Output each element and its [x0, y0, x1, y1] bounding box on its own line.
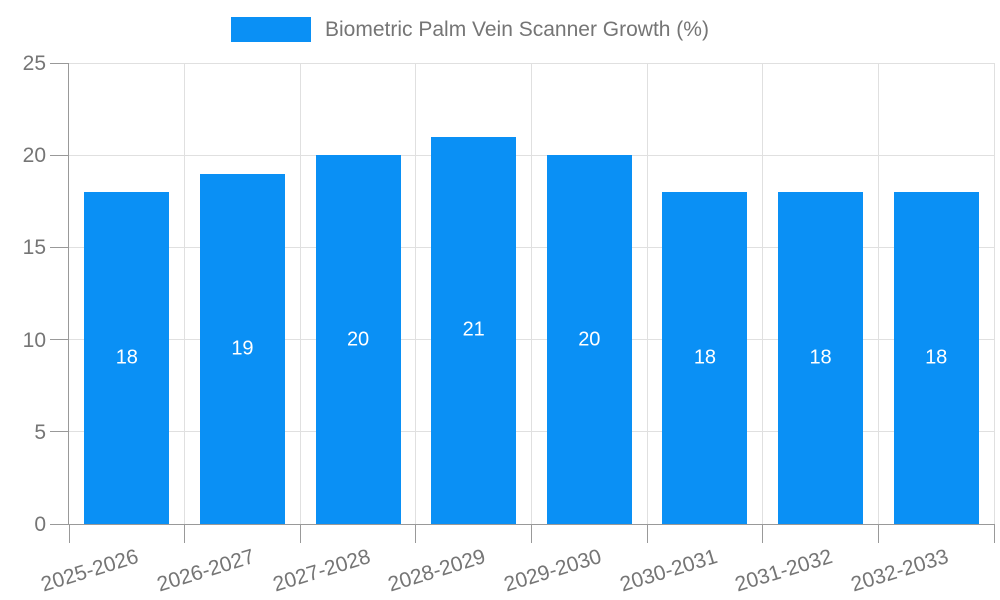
x-tick-label: 2026-2027 — [154, 545, 258, 597]
y-axis-tick — [50, 246, 69, 248]
x-axis-tick — [299, 524, 301, 543]
bar-value-label: 18 — [809, 346, 832, 369]
y-tick-label: 20 — [22, 144, 46, 168]
y-tick-label: 0 — [34, 513, 46, 536]
y-axis-line — [68, 63, 69, 525]
x-axis-tick — [415, 524, 417, 543]
y-axis-tick — [50, 523, 69, 525]
bar-value-label: 20 — [578, 328, 601, 351]
x-axis-tick — [184, 524, 186, 543]
x-axis-tick — [646, 524, 648, 543]
x-tick-label: 2028-2029 — [385, 545, 489, 597]
y-tick-label: 25 — [22, 52, 46, 75]
x-axis-tick — [877, 524, 879, 543]
bar[interactable]: 18 — [84, 192, 170, 524]
x-tick-label: 2030-2031 — [616, 545, 720, 597]
legend[interactable]: Biometric Palm Vein Scanner Growth (%) — [231, 17, 709, 42]
x-tick-label: 2031-2032 — [732, 545, 836, 597]
gridline-vertical — [993, 63, 995, 524]
x-axis-line — [68, 524, 994, 525]
y-tick-label: 5 — [34, 420, 46, 444]
bar-value-label: 19 — [231, 337, 254, 360]
legend-swatch — [231, 17, 311, 42]
x-tick-label: 2029-2030 — [501, 545, 605, 597]
legend-label: Biometric Palm Vein Scanner Growth (%) — [325, 17, 709, 41]
x-tick-label: 2025-2026 — [38, 545, 142, 597]
y-axis-tick — [50, 431, 69, 433]
x-axis-tick — [68, 524, 70, 543]
x-tick-label: 2027-2028 — [270, 545, 373, 597]
bar-value-label: 18 — [115, 346, 138, 369]
bar-value-label: 18 — [693, 346, 717, 369]
gridline-vertical — [415, 63, 417, 524]
y-tick-label: 15 — [22, 236, 46, 260]
y-tick-label: 10 — [22, 328, 46, 352]
gridline-vertical — [877, 63, 879, 524]
gridline-vertical — [762, 63, 764, 524]
gridline-vertical — [299, 63, 301, 524]
y-axis-tick — [50, 154, 69, 156]
bar[interactable]: 21 — [431, 136, 517, 524]
bar[interactable]: 18 — [893, 192, 979, 524]
x-axis-tick — [762, 524, 764, 543]
bar[interactable]: 20 — [315, 155, 401, 524]
gridline-vertical — [184, 63, 186, 524]
bar[interactable]: 20 — [546, 155, 632, 524]
x-axis-tick — [993, 524, 995, 543]
x-tick-label: 2032-2033 — [848, 545, 951, 597]
bar[interactable]: 18 — [778, 192, 864, 524]
gridline-vertical — [646, 63, 648, 524]
bar[interactable]: 19 — [199, 173, 285, 524]
gridline-vertical — [531, 63, 532, 524]
y-axis-tick — [50, 62, 69, 64]
bar-value-label: 18 — [925, 346, 948, 369]
x-axis-tick — [531, 524, 532, 543]
bar-value-label: 20 — [346, 328, 370, 351]
bar-value-label: 21 — [462, 318, 485, 341]
y-axis-tick — [50, 339, 69, 341]
bar[interactable]: 18 — [662, 192, 748, 524]
